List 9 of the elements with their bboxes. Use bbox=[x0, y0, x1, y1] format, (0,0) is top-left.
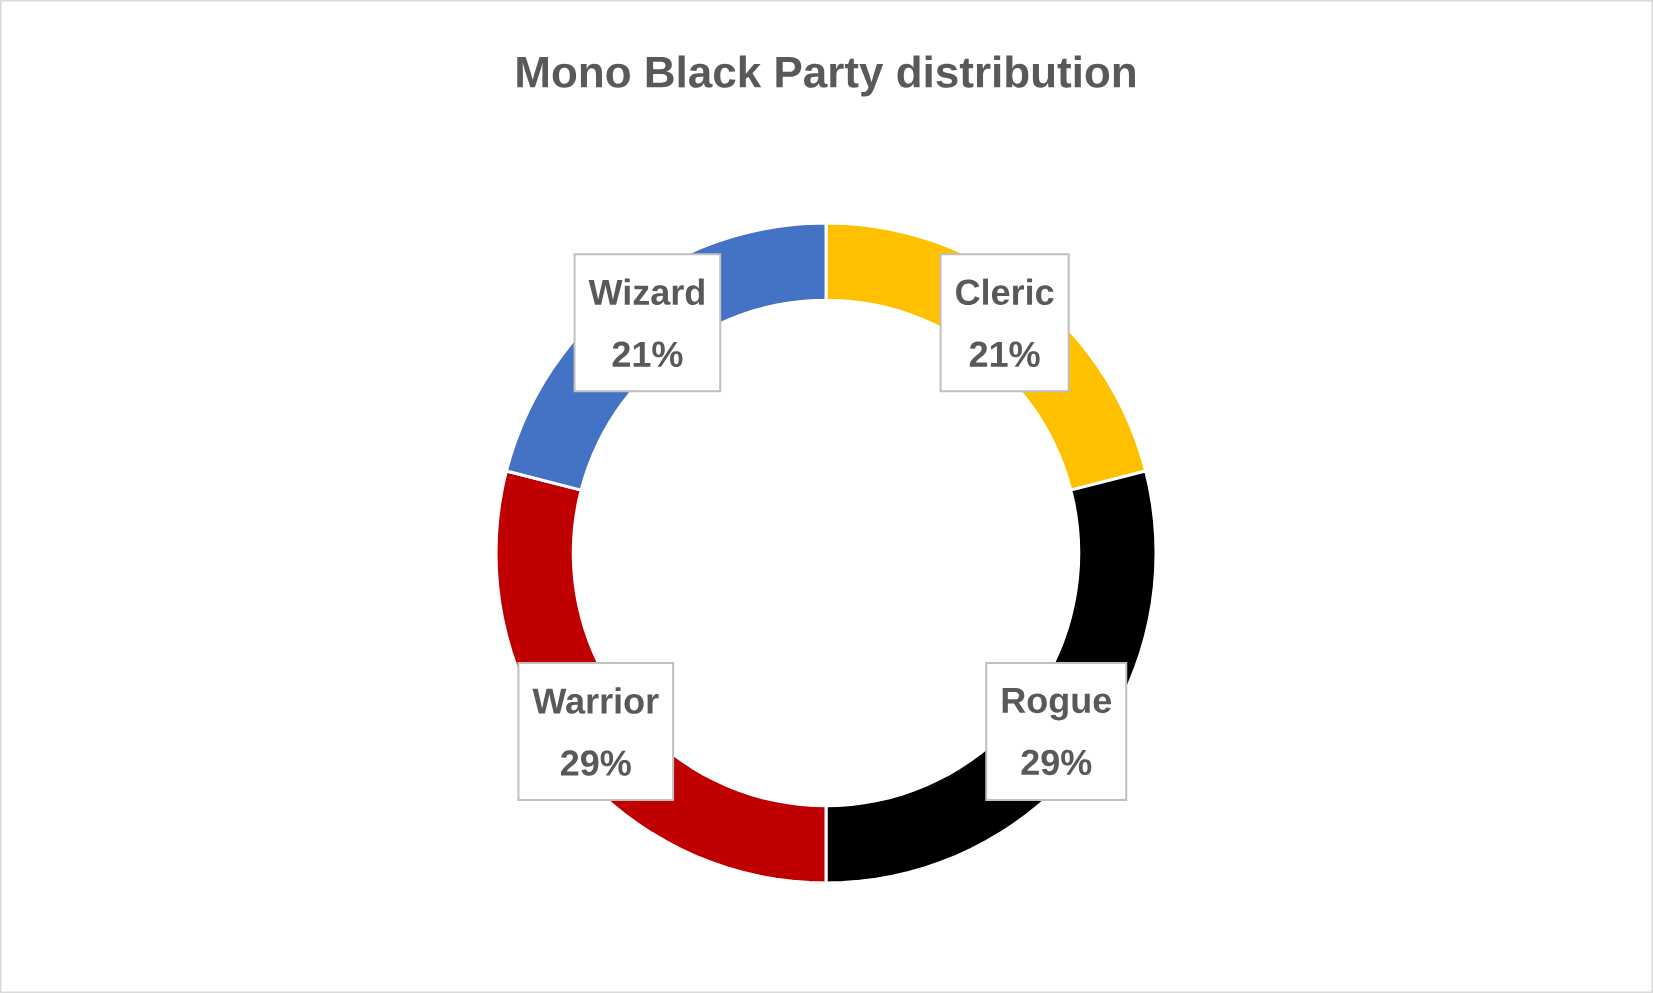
data-label: 29% bbox=[1021, 749, 1092, 776]
slice-label: Warrior bbox=[532, 687, 659, 714]
slice-label: Wizard bbox=[588, 278, 704, 305]
data-label: 21% bbox=[969, 341, 1040, 367]
data-label: 21% bbox=[612, 341, 683, 367]
chart-title: Mono Black Party distribution bbox=[517, 55, 1135, 97]
slice-label: Cleric bbox=[956, 278, 1054, 305]
data-label: 29% bbox=[561, 750, 631, 776]
slice-label: Rogue bbox=[1002, 688, 1112, 721]
